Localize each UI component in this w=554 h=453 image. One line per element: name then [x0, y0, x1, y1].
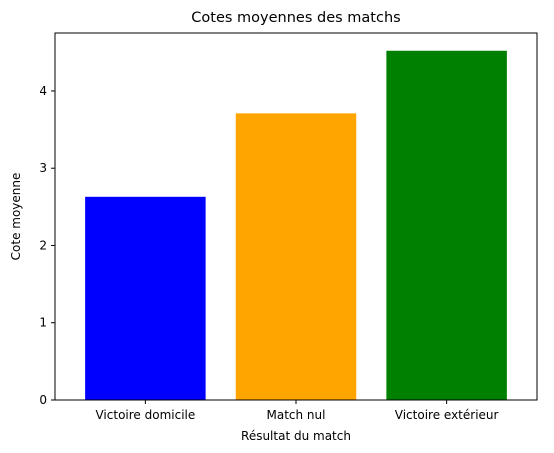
y-tick-label: 3 — [39, 161, 47, 175]
x-axis-label: Résultat du match — [241, 429, 351, 443]
x-tick-label: Match nul — [267, 408, 326, 422]
bar-1 — [85, 196, 206, 400]
bar-2 — [235, 113, 357, 400]
axes-frame — [54, 32, 538, 401]
chart-title: Cotes moyennes des matchs — [191, 10, 400, 26]
y-tick-label: 2 — [39, 238, 47, 252]
y-tick-label: 0 — [39, 393, 47, 407]
y-tick-label: 4 — [39, 84, 47, 98]
bar-3 — [386, 50, 507, 400]
y-axis-label: Cote moyenne — [9, 173, 23, 261]
x-tick-label: Victoire extérieur — [395, 408, 499, 422]
x-tick-label: Victoire domicile — [95, 408, 195, 422]
y-tick-label: 1 — [39, 316, 47, 330]
plot-area: Victoire domicile Match nul Victoire extér… — [39, 50, 507, 422]
